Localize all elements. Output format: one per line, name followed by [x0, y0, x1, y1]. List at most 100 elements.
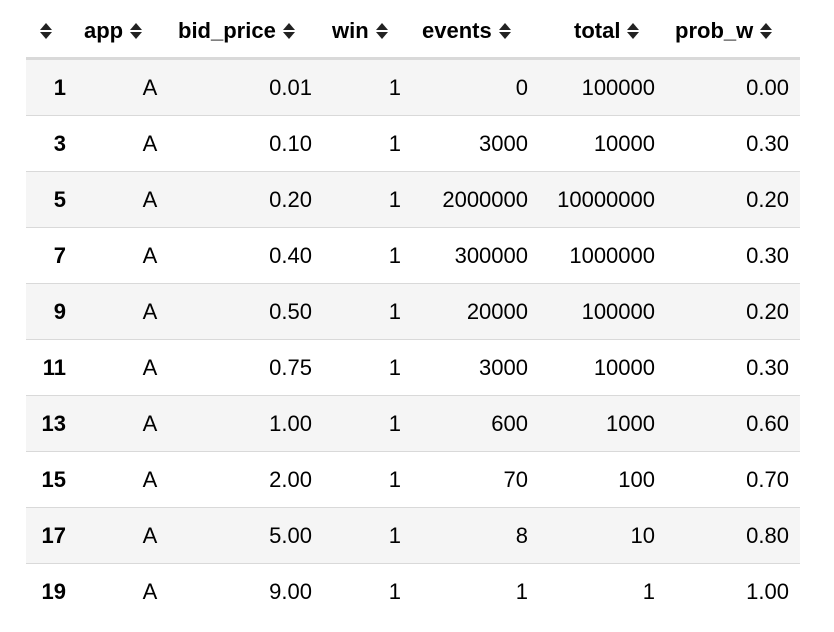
column-header-label: win	[332, 17, 369, 43]
win-cell: 1	[388, 186, 401, 212]
table-row[interactable]: 3 A 0.10 1 3000 10000 0.30	[26, 116, 800, 172]
events-cell: 0	[515, 74, 528, 100]
sort-both-icon[interactable]	[375, 22, 388, 39]
row-index-cell: 9	[53, 298, 66, 324]
column-header-total[interactable]: total	[574, 4, 646, 57]
win-cell: 1	[388, 74, 401, 100]
app-cell: A	[142, 354, 158, 380]
win-cell: 1	[388, 298, 401, 324]
bid-price-cell: 2.00	[269, 466, 312, 492]
row-index-cell: 19	[41, 578, 66, 604]
sort-both-icon[interactable]	[760, 22, 773, 39]
table-body: 1 A 0.01 1 0 100000 0.00 3 A 0.10 1 3000…	[26, 60, 800, 619]
bid-price-cell: 9.00	[269, 578, 312, 604]
prob-w-cell: 0.70	[746, 466, 789, 492]
row-index-cell: 1	[53, 74, 66, 100]
app-cell: A	[142, 130, 158, 156]
row-index-cell: 7	[53, 242, 66, 268]
total-cell: 1000000	[569, 242, 655, 268]
prob-w-cell: 0.30	[746, 354, 789, 380]
total-cell: 10000	[593, 354, 655, 380]
table-row[interactable]: 9 A 0.50 1 20000 100000 0.20	[26, 284, 800, 340]
total-cell: 10000000	[557, 186, 655, 212]
bid-price-cell: 1.00	[269, 410, 312, 436]
prob-w-cell: 0.60	[746, 410, 789, 436]
events-cell: 600	[491, 410, 528, 436]
prob-w-cell: 0.30	[746, 242, 789, 268]
table-row[interactable]: 11 A 0.75 1 3000 10000 0.30	[26, 340, 800, 396]
bid-price-cell: 0.20	[269, 186, 312, 212]
column-header-prob-w[interactable]: prob_w	[675, 4, 779, 57]
bid-price-cell: 0.40	[269, 242, 312, 268]
row-index-cell: 5	[53, 186, 66, 212]
events-cell: 8	[515, 522, 528, 548]
prob-w-cell: 0.80	[746, 522, 789, 548]
sort-both-icon[interactable]	[627, 22, 640, 39]
column-header-win[interactable]: win	[332, 4, 395, 57]
row-index-cell: 17	[41, 522, 66, 548]
bid-price-cell: 0.10	[269, 130, 312, 156]
win-cell: 1	[388, 466, 401, 492]
table-row[interactable]: 1 A 0.01 1 0 100000 0.00	[26, 60, 800, 116]
win-cell: 1	[388, 522, 401, 548]
total-cell: 10	[630, 522, 655, 548]
total-cell: 100000	[581, 74, 655, 100]
prob-w-cell: 0.30	[746, 130, 789, 156]
prob-w-cell: 0.20	[746, 298, 789, 324]
column-header-label: prob_w	[675, 17, 754, 43]
app-cell: A	[142, 410, 158, 436]
row-index-cell: 15	[41, 466, 66, 492]
bid-price-cell: 0.75	[269, 354, 312, 380]
table-row[interactable]: 7 A 0.40 1 300000 1000000 0.30	[26, 228, 800, 284]
row-index-cell: 13	[41, 410, 66, 436]
events-cell: 3000	[479, 354, 528, 380]
table-row[interactable]: 17 A 5.00 1 8 10 0.80	[26, 508, 800, 564]
events-cell: 70	[503, 466, 528, 492]
total-cell: 100	[618, 466, 655, 492]
total-cell: 10000	[593, 130, 655, 156]
events-cell: 3000	[479, 130, 528, 156]
sort-both-icon[interactable]	[130, 22, 143, 39]
win-cell: 1	[388, 242, 401, 268]
win-cell: 1	[388, 410, 401, 436]
total-cell: 1	[642, 578, 655, 604]
app-cell: A	[142, 298, 158, 324]
bid-price-cell: 0.01	[269, 74, 312, 100]
app-cell: A	[142, 242, 158, 268]
app-cell: A	[142, 74, 158, 100]
data-table: app bid_price win events total prob_w 1 …	[26, 4, 800, 619]
app-cell: A	[142, 522, 158, 548]
table-row[interactable]: 13 A 1.00 1 600 1000 0.60	[26, 396, 800, 452]
prob-w-cell: 0.20	[746, 186, 789, 212]
total-cell: 1000	[606, 410, 655, 436]
app-cell: A	[142, 466, 158, 492]
column-header-label: app	[84, 17, 124, 43]
bid-price-cell: 5.00	[269, 522, 312, 548]
win-cell: 1	[388, 130, 401, 156]
sort-both-icon[interactable]	[498, 22, 511, 39]
column-header-label: events	[422, 17, 492, 43]
column-header-events[interactable]: events	[422, 4, 518, 57]
column-header-app[interactable]: app	[84, 4, 149, 57]
column-header-label: bid_price	[178, 17, 276, 43]
column-header-bid-price[interactable]: bid_price	[178, 4, 302, 57]
table-row[interactable]: 5 A 0.20 1 2000000 10000000 0.20	[26, 172, 800, 228]
sort-both-icon[interactable]	[282, 22, 295, 39]
row-index-cell: 3	[53, 130, 66, 156]
events-cell: 2000000	[442, 186, 528, 212]
sort-both-icon[interactable]	[40, 22, 52, 39]
prob-w-cell: 1.00	[746, 578, 789, 604]
table-row[interactable]: 19 A 9.00 1 1 1 1.00	[26, 564, 800, 619]
bid-price-cell: 0.50	[269, 298, 312, 324]
row-index-cell: 11	[42, 354, 66, 380]
prob-w-cell: 0.00	[746, 74, 789, 100]
column-header-label: total	[574, 17, 621, 43]
table-header: app bid_price win events total prob_w	[26, 4, 800, 60]
table-row[interactable]: 15 A 2.00 1 70 100 0.70	[26, 452, 800, 508]
events-cell: 20000	[466, 298, 528, 324]
win-cell: 1	[388, 578, 401, 604]
index-header[interactable]	[40, 4, 59, 57]
total-cell: 100000	[581, 298, 655, 324]
events-cell: 1	[515, 578, 528, 604]
events-cell: 300000	[454, 242, 528, 268]
